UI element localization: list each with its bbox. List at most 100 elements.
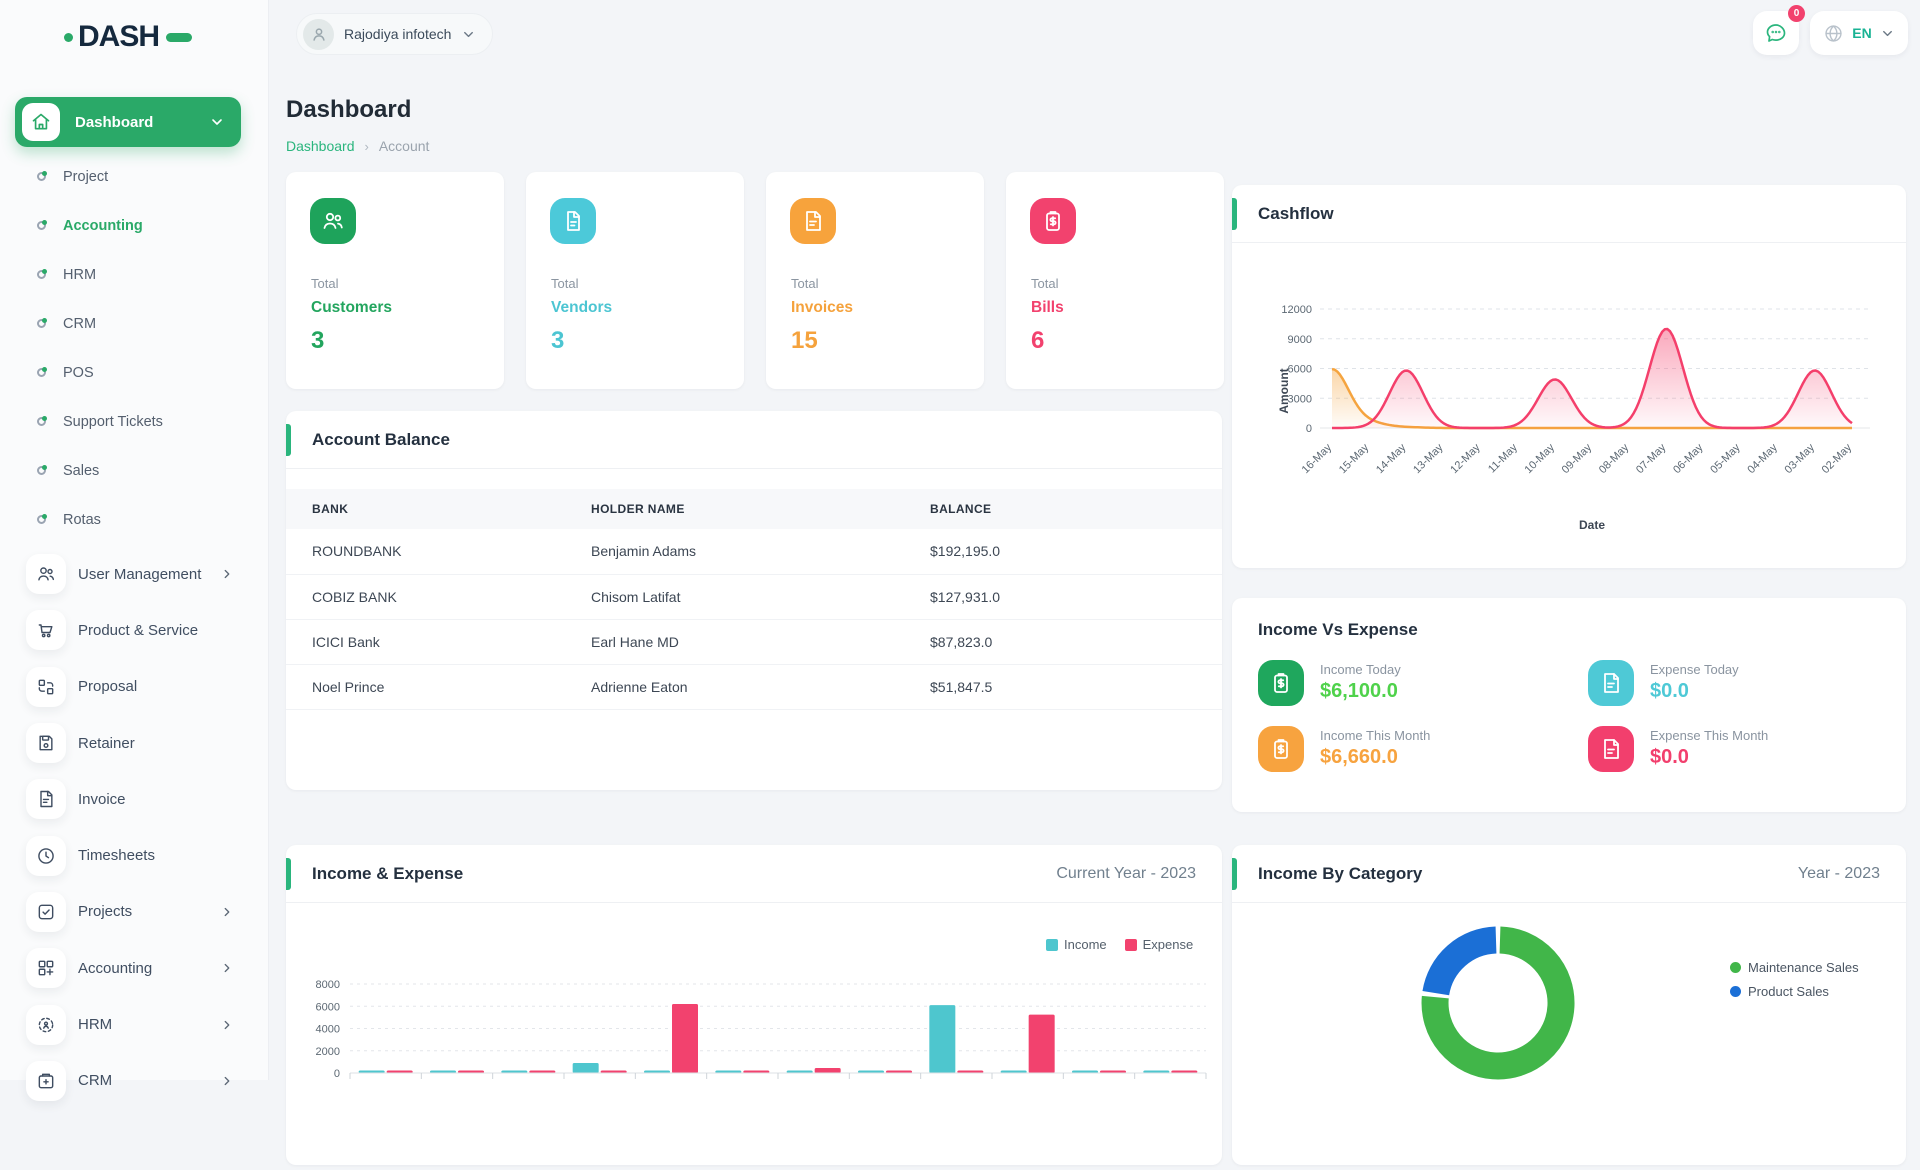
tile-label: Income Today — [1320, 662, 1401, 677]
sidebar-item-timesheets[interactable]: Timesheets — [0, 827, 268, 883]
logo-dash-icon — [166, 32, 193, 42]
sidebar-subitem-rotas[interactable]: Rotas — [0, 495, 268, 544]
svg-text:Date: Date — [1579, 518, 1605, 532]
sidebar-subitem-crm[interactable]: CRM — [0, 299, 268, 348]
stat-card-bills: Total Bills 6 — [1006, 172, 1224, 389]
stat-value: 3 — [311, 327, 325, 354]
table-cell: $87,823.0 — [930, 619, 1222, 665]
bullet-icon — [37, 465, 47, 475]
chevron-right-icon — [220, 1074, 234, 1088]
sidebar-subitem-accounting[interactable]: Accounting — [0, 201, 268, 250]
sidebar-subitem-support-tickets[interactable]: Support Tickets — [0, 397, 268, 446]
breadcrumb-dashboard-link[interactable]: Dashboard — [286, 138, 355, 154]
users-icon — [26, 554, 66, 595]
income-expense-period: Current Year - 2023 — [1056, 865, 1196, 882]
table-cell: Noel Prince — [286, 664, 591, 710]
svg-text:9000: 9000 — [1288, 334, 1312, 346]
sidebar-item-accounting[interactable]: Accounting — [0, 940, 268, 996]
donut-legend: Maintenance Sales Product Sales — [1730, 955, 1859, 1003]
tile-label: Expense This Month — [1650, 728, 1769, 743]
accent-bar — [1232, 198, 1237, 230]
tile-expense-today: Expense Today $0.0 — [1588, 660, 1739, 706]
table-cell: $51,847.5 — [930, 664, 1222, 710]
clipboard-dollar-icon — [1258, 660, 1304, 706]
table-cell: Adrienne Eaton — [591, 664, 930, 710]
cashflow-chart: 0 3000 6000 9000 12000 16-May 15-May 14-May 13-M… — [1232, 241, 1906, 568]
svg-text:02-May: 02-May — [1820, 441, 1855, 476]
home-icon — [22, 103, 60, 141]
svg-text:13-May: 13-May — [1411, 441, 1446, 476]
language-selector[interactable]: EN — [1810, 11, 1908, 55]
sidebar-item-label: Proposal — [78, 678, 138, 696]
account-balance-title: Account Balance — [312, 430, 450, 449]
account-balance-panel: Account Balance BANK HOLDER NAME BALANCE R… — [286, 411, 1222, 790]
table-cell: ICICI Bank — [286, 619, 591, 665]
sidebar-subitem-project[interactable]: Project — [0, 152, 268, 201]
svg-text:12000: 12000 — [1281, 304, 1312, 316]
income-expense-title: Income & Expense — [312, 864, 464, 883]
income-by-category-period: Year - 2023 — [1797, 865, 1880, 882]
sidebar-subitem-sales[interactable]: Sales — [0, 446, 268, 495]
cashflow-title: Cashflow — [1258, 204, 1334, 223]
sidebar-subitem-label: HRM — [63, 266, 97, 283]
svg-text:8000: 8000 — [316, 979, 340, 991]
sidebar-subitem-hrm[interactable]: HRM — [0, 250, 268, 299]
chat-icon — [1764, 21, 1788, 45]
grid-plus-icon — [26, 948, 66, 989]
accent-bar — [286, 858, 291, 890]
stat-prefix: Total — [791, 276, 819, 291]
workspace-selector[interactable]: Rajodiya infotech — [296, 13, 494, 55]
doc-lines-icon — [1588, 726, 1634, 772]
breadcrumb-separator: › — [364, 138, 369, 154]
tile-income-today: Income Today $6,100.0 — [1258, 660, 1401, 706]
accent-bar — [1232, 858, 1237, 890]
sidebar-dashboard-label: Dashboard — [75, 113, 154, 131]
invoice-icon — [26, 779, 66, 820]
svg-text:0: 0 — [334, 1068, 340, 1080]
messages-button[interactable]: 0 — [1753, 5, 1805, 55]
sidebar-subitem-label: CRM — [63, 315, 97, 332]
legend-swatch — [1124, 938, 1137, 951]
bullet-icon — [37, 514, 47, 524]
language-code: EN — [1852, 25, 1872, 41]
table-cell: $192,195.0 — [930, 529, 1222, 575]
svg-text:15-May: 15-May — [1337, 441, 1372, 476]
sidebar-item-retainer[interactable]: Retainer — [0, 715, 268, 771]
sidebar-item-dashboard[interactable]: Dashboard — [15, 97, 241, 147]
table-row: COBIZ BANK Chisom Latifat $127,931.0 — [286, 574, 1222, 620]
sidebar-item-crm[interactable]: CRM — [0, 1053, 268, 1109]
sidebar-item-projects[interactable]: Projects — [0, 884, 268, 940]
workspace-name: Rajodiya infotech — [344, 26, 452, 42]
legend-label: Product Sales — [1748, 983, 1829, 999]
sidebar-item-user-management[interactable]: User Management — [0, 546, 268, 602]
panel-header: Cashflow — [1232, 185, 1906, 243]
stat-value: 6 — [1031, 327, 1045, 354]
proposal-icon — [26, 666, 66, 707]
sidebar-item-invoice[interactable]: Invoice — [0, 771, 268, 827]
column-header-balance: BALANCE — [930, 489, 1222, 529]
retainer-icon — [26, 723, 66, 764]
avatar — [303, 18, 334, 50]
tile-value: $6,660.0 — [1320, 746, 1398, 768]
table-row: ROUNDBANK Benjamin Adams $192,195.0 — [286, 529, 1222, 575]
sidebar-item-label: HRM — [78, 1016, 113, 1034]
legend-item-income: Income — [1046, 937, 1107, 952]
legend-item-product-sales: Product Sales — [1730, 979, 1859, 1003]
stat-card-customers: Total Customers 3 — [286, 172, 504, 389]
income-expense-chart: 0 2000 4000 6000 8000 — [286, 903, 1222, 1165]
svg-text:12-May: 12-May — [1448, 441, 1483, 476]
sidebar-subitem-pos[interactable]: POS — [0, 348, 268, 397]
sidebar-item-hrm[interactable]: HRM — [0, 996, 268, 1052]
sidebar-item-product-service[interactable]: Product & Service — [0, 602, 268, 658]
tile-income-this-month: Income This Month $6,660.0 — [1258, 726, 1430, 772]
clock-icon — [26, 835, 66, 876]
bullet-icon — [37, 269, 47, 279]
svg-text:11-May: 11-May — [1486, 441, 1520, 475]
legend-dot — [1730, 961, 1741, 973]
column-header-holder-name: HOLDER NAME — [591, 489, 930, 529]
table-cell: $127,931.0 — [930, 574, 1222, 620]
sidebar-item-proposal[interactable]: Proposal — [0, 659, 268, 715]
panel-header: Income & Expense Current Year - 2023 — [286, 845, 1222, 903]
sidebar: DASH Dashboard Project Accounting HRM CRM PO… — [0, 0, 268, 1101]
legend-label: Income — [1064, 937, 1107, 952]
